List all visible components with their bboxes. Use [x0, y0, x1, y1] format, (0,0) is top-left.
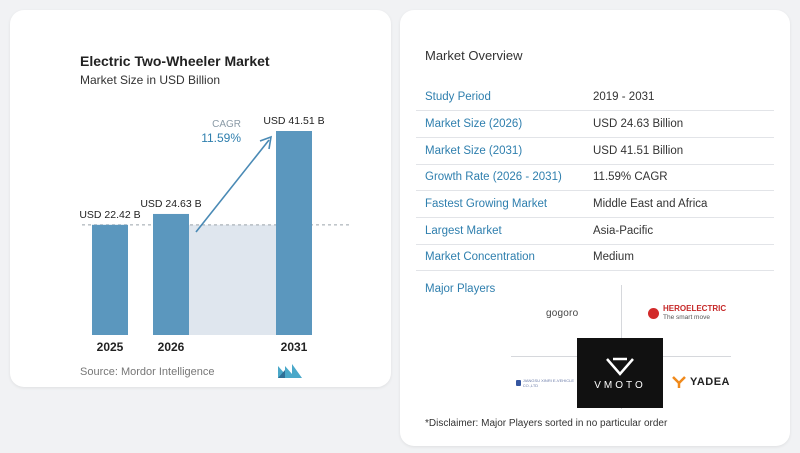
overview-row-label: Fastest Growing Market	[416, 190, 584, 218]
overview-row: Study Period 2019 - 2031	[416, 84, 774, 112]
overview-row-label: Study Period	[416, 84, 584, 112]
chart-subtitle: Market Size in USD Billion	[80, 73, 221, 87]
major-players-title: Major Players	[425, 283, 496, 295]
chart-title: Electric Two-Wheeler Market	[80, 53, 270, 69]
hero-tagline: The smart move	[663, 314, 710, 321]
growth-area	[189, 224, 276, 335]
overview-row-value: 2019 - 2031	[584, 84, 774, 112]
overview-row-value: Middle East and Africa	[584, 190, 774, 218]
mordor-logo-icon	[278, 364, 302, 378]
bar-2025	[92, 224, 128, 335]
vmoto-text: VMOTO	[594, 379, 646, 391]
bar-value-label: USD 22.42 B	[79, 209, 140, 221]
overview-row-value: Medium	[584, 244, 774, 272]
x-tick-label: 2025	[97, 340, 124, 354]
overview-row: Market Size (2031) USD 41.51 Billion	[416, 137, 774, 165]
overview-title: Market Overview	[425, 48, 523, 63]
overview-row-label: Market Size (2026)	[416, 110, 584, 138]
cagr-arrowhead-icon	[259, 135, 273, 150]
cagr-value: 11.59%	[201, 131, 241, 145]
bar-value-label: USD 24.63 B	[140, 198, 201, 210]
overview-row-label: Largest Market	[416, 217, 584, 245]
vmoto-mark-icon	[606, 357, 634, 376]
overview-row-value: Asia-Pacific	[584, 217, 774, 245]
jiangsu-xinri-logo: JIANGSU XINRI E-VEHICLE CO.,LTD	[516, 378, 576, 388]
yadea-text: YADEA	[690, 376, 730, 388]
x-tick-label: 2026	[158, 340, 185, 354]
bar-chart: USD 22.42 B 2025 USD 24.63 B 2026 USD 41.51 …	[79, 115, 352, 354]
bar-2031	[276, 131, 312, 335]
overview-row-label: Growth Rate (2026 - 2031)	[416, 164, 584, 192]
disclaimer: *Disclaimer: Major Players sorted in no …	[425, 418, 668, 429]
jiangsu-mark-icon	[516, 380, 521, 386]
hero-name: HEROELECTRIC	[663, 304, 727, 313]
overview-row-value: USD 41.51 Billion	[584, 137, 774, 165]
source-note: Source: Mordor Intelligence	[80, 366, 215, 378]
overview-row-label: Market Size (2031)	[416, 137, 584, 165]
overview-row-value: 11.59% CAGR	[584, 164, 774, 192]
overview-row: Fastest Growing Market Middle East and Af…	[416, 190, 774, 218]
overview-row-label: Market Concentration	[416, 244, 584, 272]
hero-electric-logo: HEROELECTRIC The smart move	[648, 304, 726, 322]
yadea-mark-icon	[672, 376, 686, 388]
cagr-label: CAGR	[212, 119, 241, 130]
overview-row: Growth Rate (2026 - 2031) 11.59% CAGR	[416, 164, 774, 192]
overview-row: Market Concentration Medium	[416, 244, 774, 272]
overview-row: Largest Market Asia-Pacific	[416, 217, 774, 245]
yadea-logo: YADEA	[672, 376, 730, 388]
x-tick-label: 2031	[281, 340, 308, 354]
overview-row-value: USD 24.63 Billion	[584, 110, 774, 138]
cagr-arrow-line	[195, 139, 270, 233]
hero-mark-icon	[648, 307, 659, 319]
bar-2026	[153, 213, 189, 335]
gogoro-logo: gogoro	[546, 308, 579, 319]
overview-table: Study Period 2019 - 2031 Market Size (2026…	[416, 84, 774, 272]
bar-value-label: USD 41.51 B	[263, 115, 324, 127]
overview-row: Market Size (2026) USD 24.63 Billion	[416, 110, 774, 138]
jiangsu-text: JIANGSU XINRI E-VEHICLE CO.,LTD	[522, 378, 575, 388]
vmoto-logo: VMOTO	[577, 338, 663, 408]
